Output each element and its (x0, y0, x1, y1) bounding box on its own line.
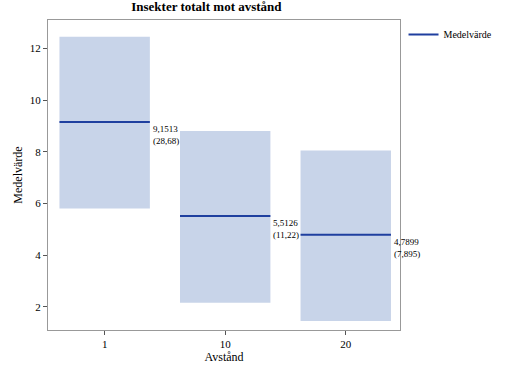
svg-text:Avstånd: Avstånd (204, 350, 243, 364)
svg-text:Medelvärde: Medelvärde (11, 146, 25, 203)
svg-text:5,5126(11,22): 5,5126(11,22) (273, 218, 299, 240)
svg-text:9,1513(28,68): 9,1513(28,68) (153, 124, 179, 146)
svg-text:10: 10 (220, 338, 232, 350)
svg-text:6: 6 (35, 197, 41, 209)
svg-text:1: 1 (102, 338, 108, 350)
svg-text:8: 8 (35, 146, 41, 158)
svg-text:4: 4 (35, 249, 41, 261)
svg-text:12: 12 (30, 42, 41, 54)
svg-text:Medelvärde: Medelvärde (444, 29, 492, 40)
svg-text:Insekter totalt mot avstånd: Insekter totalt mot avstånd (131, 0, 282, 14)
svg-text:20: 20 (340, 338, 352, 350)
svg-text:4,7899(7,895): 4,7899(7,895) (394, 237, 420, 259)
svg-text:10: 10 (30, 94, 42, 106)
svg-text:2: 2 (35, 301, 41, 313)
